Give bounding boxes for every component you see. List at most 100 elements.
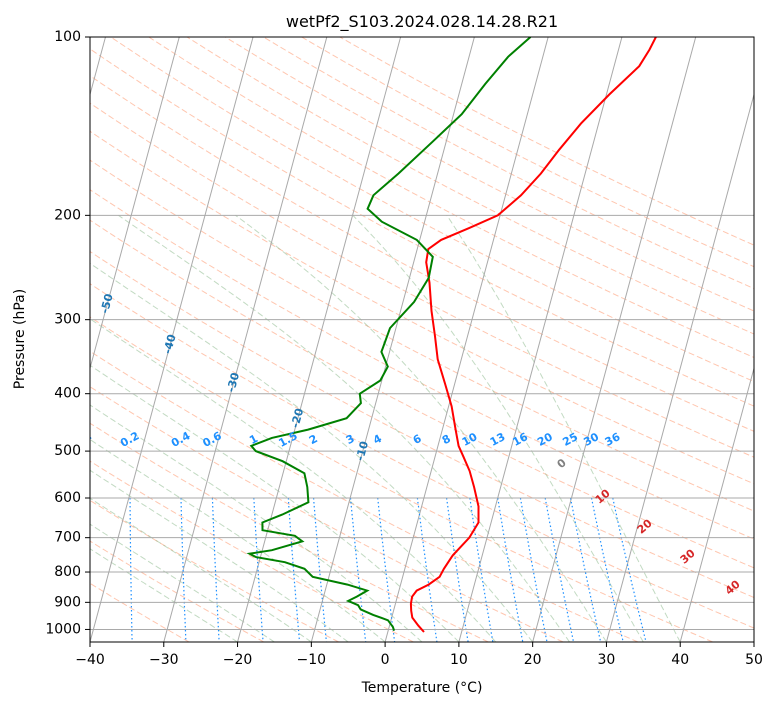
isotherm-label: -60 (35, 251, 53, 274)
mixing-ratio-label: 0.4 (169, 429, 193, 450)
mixing-ratio-line (544, 497, 575, 642)
y-axis-label: Pressure (hPa) (12, 289, 28, 389)
y-tick-label: 200 (54, 207, 81, 223)
dry-adiabat-line (90, 48, 754, 407)
y-tick-label: 600 (54, 490, 81, 506)
mixing-ratio-label: 36 (603, 430, 623, 449)
x-tick-label: −30 (149, 652, 179, 668)
dry-adiabat-line (90, 250, 754, 599)
profile-lines (246, 37, 657, 633)
chart-title: wetPf2_S103.2024.028.14.28.R21 (286, 12, 558, 32)
mixing-ratio-label: 13 (488, 430, 508, 449)
mixing-ratio-label: 0.1 (70, 429, 93, 450)
mixing-ratio-line (211, 497, 220, 642)
y-tick-label: 100 (54, 29, 81, 45)
mixing-ratio-label: 4 (371, 432, 384, 447)
isotherm-line (90, 37, 254, 642)
dry-adiabat-line (186, 37, 754, 335)
dry-adiabat-line (90, 219, 754, 569)
x-axis-ticks: −40 −30 −20 −10 0 10 20 30 40 50 (75, 642, 763, 668)
dry-adiabat-line (263, 37, 754, 290)
x-tick-label: −10 (297, 652, 327, 668)
x-tick-label: 0 (381, 652, 390, 668)
mixing-ratio-line (287, 497, 301, 642)
isotherm-line (532, 37, 697, 642)
x-tick-label: 50 (745, 652, 763, 668)
isotherm-line (163, 37, 328, 642)
mixing-ratio-label: 8 (440, 432, 453, 447)
adiabat-label: 10 (593, 486, 613, 506)
dry-adiabat-line (90, 283, 754, 629)
dry-adiabat-line (90, 316, 713, 642)
mixing-ratio-line (129, 497, 133, 642)
moist-adiabat-line (90, 404, 423, 642)
mixing-ratio-line (253, 497, 264, 642)
x-tick-label: 30 (598, 652, 616, 668)
mixing-ratio-label: 25 (560, 430, 580, 449)
mixing-ratio-label: 1 (247, 432, 260, 447)
dry-adiabat-line (90, 422, 489, 642)
moist-adiabat-line (446, 215, 681, 642)
mixing-ratio-line (313, 497, 327, 642)
y-tick-label: 400 (54, 386, 81, 402)
x-tick-label: 20 (524, 652, 542, 668)
y-tick-label: 700 (54, 530, 81, 546)
y-tick-label: 1000 (45, 621, 81, 637)
isotherm-label: -30 (224, 371, 242, 394)
reference-line-labels: -100-90-80-70-60-50-40-30-20-100.10.20.4… (35, 251, 743, 598)
dry-adiabat-line (110, 37, 754, 383)
x-tick-label: −40 (75, 652, 105, 668)
background-lines (82, 37, 754, 642)
mixing-ratio-label: 20 (535, 430, 555, 449)
moist-adiabat-line (90, 497, 312, 642)
dry-adiabat-line (90, 350, 639, 642)
dry-adiabat-line (301, 37, 754, 268)
moist-adiabat-line (90, 469, 349, 642)
mixing-ratio-line (612, 497, 647, 642)
mixing-ratio-line (519, 497, 548, 642)
adiabat-label: 40 (723, 577, 743, 597)
adiabat-label: 30 (678, 546, 698, 566)
moist-adiabat-line (90, 523, 275, 642)
isotherm-line (237, 37, 402, 642)
moist-adiabat-line (352, 214, 644, 642)
dry-adiabat-line (90, 460, 414, 642)
temperature-profile-line (409, 37, 657, 633)
mixing-ratio-label: 0.2 (118, 429, 141, 450)
isotherm-line (753, 640, 754, 642)
x-tick-label: 10 (450, 652, 468, 668)
pressure-gridlines (90, 37, 754, 630)
dry-adiabat-line (90, 130, 754, 485)
dry-adiabat-line (90, 540, 265, 642)
dewpoint-profile-line (246, 37, 532, 632)
mixing-ratio-line (569, 497, 602, 642)
y-tick-label: 800 (54, 564, 81, 580)
dry-adiabat-line (90, 189, 754, 540)
mixing-ratio-label: 6 (411, 432, 424, 447)
mixing-ratio-line (180, 497, 187, 642)
mixing-ratio-label: 10 (460, 430, 480, 449)
y-axis-ticks: 100 200 300 400 500 600 700 800 900 1000 (45, 29, 90, 637)
mixing-ratio-line (497, 497, 524, 642)
mixing-ratio-label: 30 (581, 430, 601, 449)
moist-adiabat-line (90, 548, 238, 642)
isotherm-line (605, 92, 754, 642)
isotherm-label: -40 (161, 332, 179, 355)
moist-adiabat-line (90, 262, 534, 642)
isotherm-line (458, 37, 623, 642)
isotherm-line (310, 37, 475, 642)
dry-adiabat-line (90, 582, 190, 642)
mixing-ratio-line (349, 497, 367, 642)
isotherm-label: -10 (353, 439, 371, 462)
x-axis-label: Temperature (°C) (361, 680, 483, 696)
plot-frame (89, 36, 755, 643)
adiabat-label: 0 (555, 456, 569, 471)
isotherm-label: -50 (98, 292, 116, 315)
isotherm-line (90, 37, 180, 371)
moist-adiabat-line (90, 318, 497, 642)
x-tick-label: 40 (671, 652, 689, 668)
mixing-ratio-label: 16 (510, 430, 530, 449)
mixing-ratio-line (82, 498, 83, 642)
dry-adiabat-line (90, 75, 754, 432)
